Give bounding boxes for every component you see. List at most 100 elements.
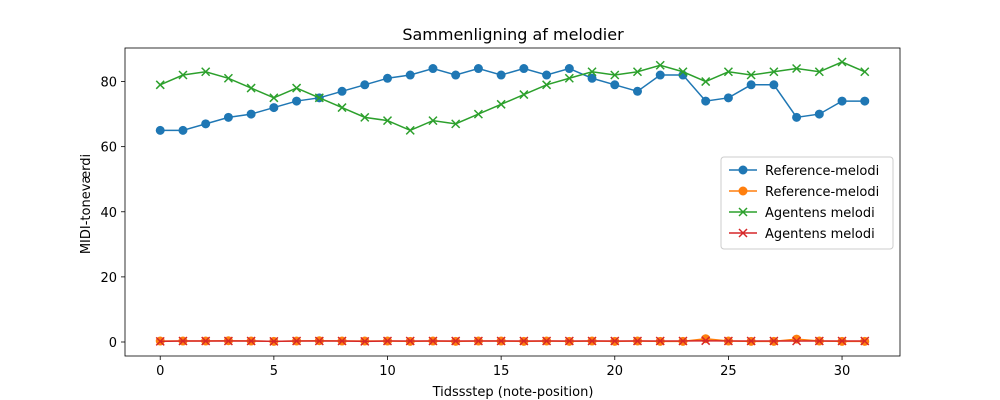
series-2-point-29-stroke-b — [814, 67, 824, 77]
series-0-point-3 — [223, 112, 233, 122]
series-3-point-4-stroke-b — [246, 336, 256, 346]
series-2-point-25-stroke-b — [723, 67, 733, 77]
legend-label-3: Agentens melodi — [765, 227, 875, 242]
series-3-point-4 — [246, 336, 256, 346]
series-2-point-7 — [314, 93, 324, 103]
series-2-point-28-stroke-b — [792, 63, 802, 74]
series-3-point-1 — [178, 336, 188, 346]
series-0-point-29 — [814, 109, 824, 119]
x-axis-label: Tidssstep (note-position) — [432, 385, 594, 400]
series-0-point-16 — [519, 64, 529, 74]
series-0-point-6 — [292, 96, 302, 106]
series-3-point-30 — [837, 336, 847, 346]
legend-marker-3-stroke-b — [738, 228, 748, 238]
series-0-point-12 — [428, 64, 438, 74]
series-2-point-20-stroke-b — [610, 70, 620, 80]
x-tick-label-1: 5 — [270, 364, 278, 379]
series-0-point-28 — [792, 112, 802, 122]
series-3-point-14 — [473, 336, 483, 346]
series-2-point-20 — [610, 70, 620, 80]
series-2-point-31 — [860, 67, 870, 77]
series-0-point-21 — [633, 86, 642, 96]
series-3-point-7-stroke-b — [314, 336, 324, 346]
x-tick-label-3: 15 — [493, 364, 510, 379]
series-3-point-15-stroke-b — [496, 336, 506, 346]
series-0-point-9 — [360, 80, 370, 90]
series-3-point-3-stroke-b — [223, 336, 233, 346]
series-3-point-14-stroke-b — [473, 336, 483, 346]
series-2-point-14 — [473, 109, 483, 119]
series-2-point-22 — [655, 60, 665, 70]
series-2-point-23-stroke-b — [678, 67, 688, 77]
legend-marker-2 — [738, 207, 748, 217]
series-2 — [155, 57, 870, 135]
series-3-point-12 — [428, 336, 438, 346]
series-2-point-3-stroke-b — [223, 73, 233, 83]
series-2-point-14-stroke-b — [473, 109, 483, 119]
series-0-point-25 — [723, 93, 733, 103]
x-tick-label-4: 20 — [606, 364, 623, 379]
series-2-point-7-stroke-b — [314, 93, 324, 103]
series-3-point-23 — [678, 336, 688, 346]
series-3-point-29 — [814, 336, 824, 346]
series-2-point-28 — [792, 63, 802, 74]
series-2-point-31-stroke-b — [860, 67, 870, 77]
legend-label-2: Agentens melodi — [765, 206, 875, 221]
series-2-point-6-stroke-b — [292, 83, 302, 93]
series-2-point-18-stroke-b — [564, 73, 574, 83]
series-0-point-20 — [610, 80, 620, 90]
series-3-point-6-stroke-b — [292, 336, 302, 346]
series-2-point-21 — [632, 67, 643, 77]
series-3-point-18-stroke-b — [564, 336, 574, 346]
legend-box — [720, 156, 894, 250]
series-2-point-27 — [769, 67, 779, 77]
series-2-point-2-stroke-b — [201, 67, 211, 77]
series-0-point-17 — [542, 70, 552, 80]
y-tick-label-0: 0 — [109, 336, 117, 351]
series-2-point-26-stroke-b — [746, 70, 756, 80]
axes-frame — [124, 47, 901, 357]
series-0-point-26 — [746, 80, 756, 90]
series-3 — [155, 336, 870, 346]
series-2-point-5 — [269, 93, 279, 103]
series-2-point-24 — [701, 77, 711, 87]
series-2-point-13-stroke-b — [451, 119, 461, 129]
series-3-point-25-stroke-b — [723, 336, 733, 346]
series-3-point-2 — [201, 336, 211, 346]
series-2-point-1-stroke-b — [178, 70, 188, 80]
series-2-point-19-stroke-b — [587, 67, 597, 77]
y-tick-label-1: 20 — [100, 271, 117, 286]
legend-marker-3 — [738, 228, 748, 238]
series-3-point-30-stroke-b — [837, 336, 847, 346]
series-2-point-3 — [223, 73, 233, 83]
series-3-point-19 — [587, 336, 597, 346]
series-0-point-4 — [246, 109, 256, 119]
y-tick-label-4: 80 — [100, 76, 117, 91]
series-3-point-12-stroke-b — [428, 336, 438, 346]
series-3-point-10-stroke-b — [382, 336, 393, 346]
series-2-point-27-stroke-b — [769, 67, 779, 77]
series-2-point-19 — [587, 67, 597, 77]
series-2-point-6 — [292, 83, 302, 93]
series-2-point-30-stroke-b — [837, 57, 847, 67]
series-0-point-0 — [155, 125, 165, 135]
chart-title: Sammenligning af melodier — [402, 25, 624, 44]
series-2-point-2 — [201, 67, 211, 77]
series-2-point-17-stroke-b — [542, 80, 552, 90]
series-3-point-18 — [564, 336, 574, 346]
series-2-point-0 — [155, 80, 165, 90]
series-3-point-13-stroke-b — [451, 336, 461, 346]
series-3-point-23-stroke-b — [678, 336, 688, 346]
series-3-point-1-stroke-b — [178, 336, 188, 346]
series-3-point-7 — [314, 336, 324, 346]
series-0-point-27 — [769, 80, 779, 90]
series-0-point-24 — [701, 96, 711, 106]
series-2-point-13 — [451, 119, 461, 129]
series-3-point-8 — [337, 336, 347, 346]
series-3-point-25 — [723, 336, 733, 346]
legend-label-0: Reference-melodi — [765, 164, 879, 179]
series-3-point-3 — [223, 336, 233, 346]
series-0-point-5 — [269, 103, 279, 113]
series-2-point-26 — [746, 70, 756, 80]
x-tick-label-0: 0 — [156, 364, 164, 379]
